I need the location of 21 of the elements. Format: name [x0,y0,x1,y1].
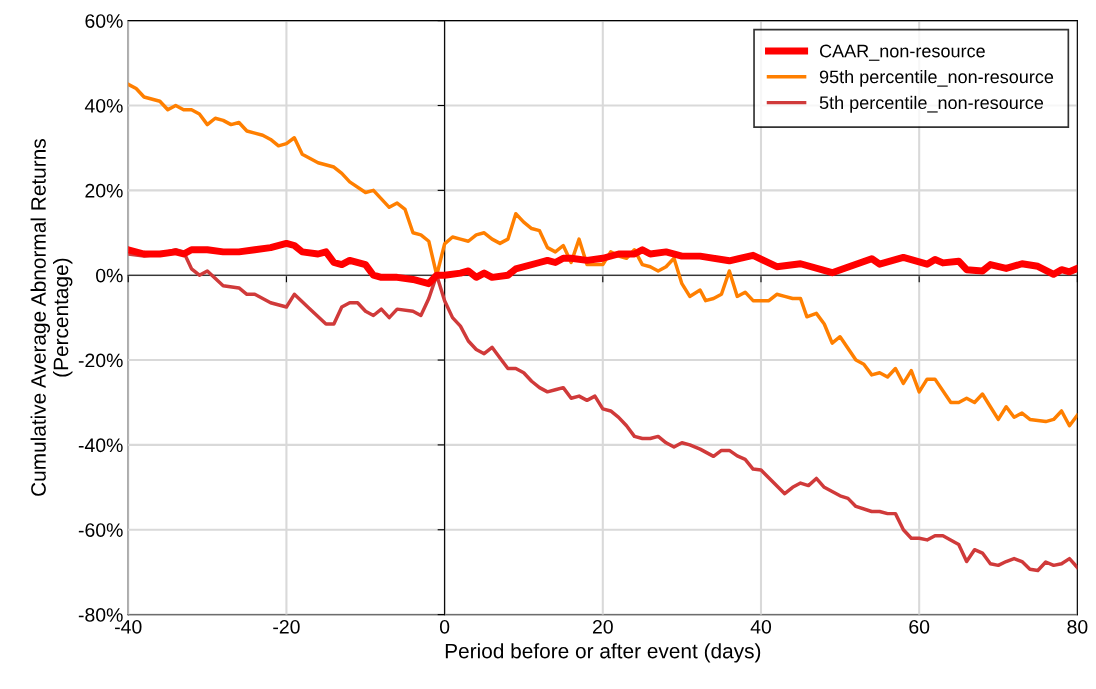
y-tick-label: 20% [85,183,123,198]
y-tick-label: 40% [84,98,123,113]
y-tick-label: 0% [96,268,123,283]
x-tick-label: 60 [909,619,930,634]
legend-label: CAAR_non-resource [819,44,985,61]
y-tick-label: -60% [78,523,123,537]
legend-label: 95th percentile_non-resource [819,70,1054,87]
line-series [128,248,1078,573]
x-tick-label: 80 [1067,619,1088,634]
y-tick-label: -20% [78,353,123,368]
y-tick-label: 60% [85,14,123,28]
x-tick-label: 40 [750,619,772,634]
x-tick-label: -40 [115,619,142,634]
y-tick-label: -40% [78,438,123,453]
y-axis-title: Cumulative Average Abnormal Returns (Percentage) [30,139,73,496]
x-tick-label: -20 [273,619,300,634]
x-tick-label: 0 [439,619,450,634]
legend-label: 5th percentile_non-resource [819,95,1044,113]
x-axis-title: Period before or after event (days) [445,643,761,663]
y-tick-label: -80% [78,608,123,622]
x-tick-label: 20 [592,619,613,634]
